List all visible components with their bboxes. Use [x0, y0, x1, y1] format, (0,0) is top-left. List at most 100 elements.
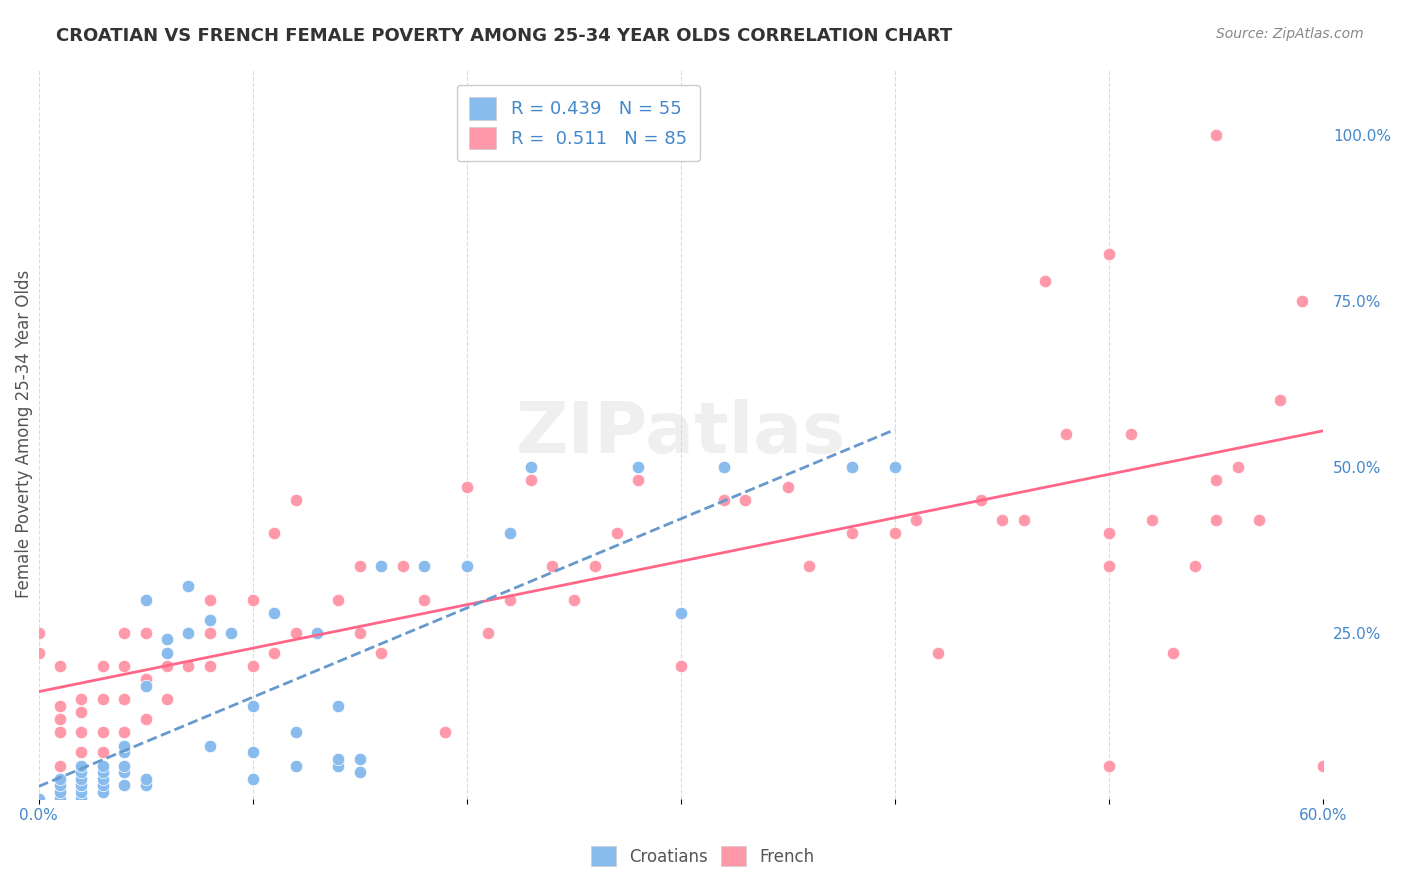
Point [91, 745, 114, 759]
Point [1140, 513, 1163, 527]
Point [49, 698, 72, 713]
Point [70, 772, 93, 786]
Point [112, 779, 135, 793]
Point [328, 592, 350, 607]
Point [91, 758, 114, 772]
Point [263, 646, 285, 660]
Point [135, 712, 157, 726]
Point [135, 592, 157, 607]
Point [1226, 459, 1249, 474]
Point [520, 473, 543, 487]
Point [198, 592, 221, 607]
Point [242, 592, 264, 607]
Point [627, 459, 650, 474]
Point [927, 646, 949, 660]
Point [669, 659, 692, 673]
Legend: Croatians, French: Croatians, French [582, 838, 824, 875]
Point [841, 526, 863, 541]
Point [198, 659, 221, 673]
Point [91, 659, 114, 673]
Point [305, 625, 328, 640]
Point [135, 673, 157, 687]
Point [970, 493, 993, 508]
Text: CROATIAN VS FRENCH FEMALE POVERTY AMONG 25-34 YEAR OLDS CORRELATION CHART: CROATIAN VS FRENCH FEMALE POVERTY AMONG … [56, 27, 952, 45]
Point [1098, 526, 1121, 541]
Point [156, 692, 179, 706]
Point [1205, 128, 1227, 142]
Point [91, 785, 114, 799]
Point [135, 779, 157, 793]
Point [49, 758, 72, 772]
Point [1205, 473, 1227, 487]
Point [799, 559, 821, 574]
Point [70, 779, 93, 793]
Point [177, 659, 200, 673]
Point [156, 646, 179, 660]
Point [70, 791, 93, 805]
Point [1098, 559, 1121, 574]
Legend: R = 0.439   N = 55, R =  0.511   N = 85: R = 0.439 N = 55, R = 0.511 N = 85 [457, 85, 700, 161]
Point [1119, 426, 1142, 441]
Point [263, 526, 285, 541]
Point [1312, 758, 1334, 772]
Point [328, 758, 350, 772]
Point [27, 646, 49, 660]
Point [112, 765, 135, 780]
Point [70, 758, 93, 772]
Point [627, 473, 650, 487]
Point [541, 559, 564, 574]
Point [177, 625, 200, 640]
Point [177, 579, 200, 593]
Point [156, 659, 179, 673]
Point [884, 459, 907, 474]
Point [112, 745, 135, 759]
Point [112, 625, 135, 640]
Point [242, 698, 264, 713]
Point [734, 493, 756, 508]
Point [1270, 393, 1292, 408]
Point [349, 625, 371, 640]
Point [70, 706, 93, 720]
Point [49, 772, 72, 786]
Point [520, 459, 543, 474]
Point [112, 659, 135, 673]
Point [284, 493, 307, 508]
Point [242, 659, 264, 673]
Point [1012, 513, 1035, 527]
Point [498, 592, 520, 607]
Point [884, 526, 907, 541]
Point [991, 513, 1014, 527]
Point [242, 745, 264, 759]
Point [91, 765, 114, 780]
Point [112, 692, 135, 706]
Point [91, 692, 114, 706]
Point [456, 480, 478, 494]
Point [135, 625, 157, 640]
Point [284, 758, 307, 772]
Point [284, 625, 307, 640]
Point [1291, 293, 1313, 308]
Point [198, 739, 221, 753]
Point [413, 592, 436, 607]
Point [562, 592, 585, 607]
Point [70, 692, 93, 706]
Point [1054, 426, 1077, 441]
Point [284, 725, 307, 739]
Point [1247, 513, 1270, 527]
Text: Source: ZipAtlas.com: Source: ZipAtlas.com [1216, 27, 1364, 41]
Point [49, 785, 72, 799]
Point [1205, 128, 1227, 142]
Point [349, 752, 371, 766]
Point [606, 526, 628, 541]
Point [70, 765, 93, 780]
Point [349, 559, 371, 574]
Point [49, 712, 72, 726]
Point [70, 725, 93, 739]
Point [1184, 559, 1206, 574]
Point [713, 459, 735, 474]
Point [49, 779, 72, 793]
Point [70, 745, 93, 759]
Point [135, 679, 157, 693]
Point [669, 606, 692, 620]
Point [583, 559, 606, 574]
